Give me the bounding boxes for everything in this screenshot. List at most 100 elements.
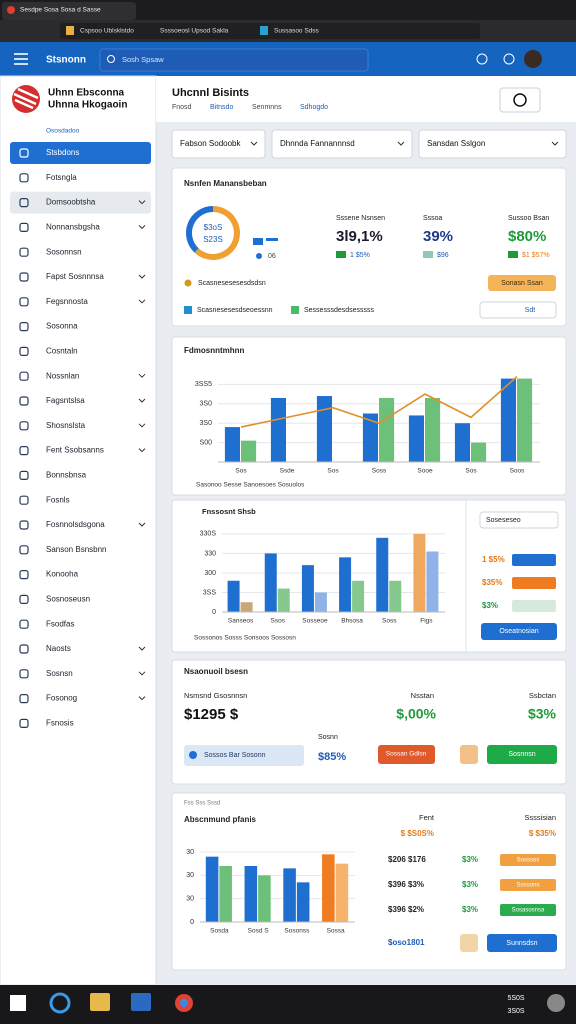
y-tick-label: S00 [200, 439, 213, 446]
y-tick-label: 30 [186, 896, 194, 903]
nav-active[interactable] [10, 142, 151, 164]
tab-title: Sussasoo Sdss [274, 28, 320, 35]
start-button[interactable] [10, 995, 26, 1011]
favicon [7, 6, 15, 14]
task-icon[interactable] [49, 992, 71, 1014]
icon-tile[interactable] [460, 934, 478, 952]
task-icon[interactable] [90, 993, 110, 1011]
bar [425, 397, 441, 462]
danger-button[interactable] [378, 745, 435, 764]
panel-title: Nsnfen Manansbeban [184, 179, 267, 188]
info-chip[interactable] [184, 745, 304, 766]
filter-dropdown[interactable] [271, 129, 413, 159]
help-icon[interactable] [503, 53, 515, 65]
x-tick-label: Sosda [210, 928, 229, 935]
status-badge [500, 904, 556, 916]
primary-button[interactable] [487, 934, 557, 952]
chevron [138, 448, 146, 453]
y-tick-label: 300 [204, 570, 216, 577]
bar [389, 580, 402, 612]
nav-icon [19, 272, 29, 282]
stat-sub: 1 $5% [350, 252, 370, 259]
bar [500, 378, 516, 462]
nav-item: Fosnnolsdsgona [46, 520, 105, 529]
y-tick-label: 0 [212, 609, 216, 616]
nav-icon [19, 371, 29, 381]
bar [362, 413, 378, 462]
panel [171, 167, 567, 327]
stat-value: 3l9,1% [336, 228, 383, 245]
tab[interactable] [2, 2, 136, 20]
action-button[interactable] [488, 275, 556, 291]
side-bar [512, 600, 556, 612]
nav-icon [19, 396, 29, 406]
y-tick-label: 0 [190, 919, 194, 926]
row-value: $3% [462, 880, 478, 889]
search-box[interactable] [99, 48, 369, 72]
menu-icon[interactable] [14, 53, 28, 65]
nav-icon [19, 322, 29, 332]
bar [454, 423, 470, 462]
sidebar [0, 75, 157, 986]
panel-title: Fdmosnntmhnn [184, 346, 245, 355]
filter-label: Dhnnda Fannannnsd [280, 139, 355, 148]
legend-label: Scasnesesesesdsdsn [198, 280, 266, 287]
search-icon [107, 55, 115, 63]
panel-header: Fss Sss Sssd [184, 801, 220, 807]
nav-item: Nonnansbgsha [46, 223, 100, 232]
notif-icon[interactable] [476, 53, 488, 65]
page-title: Uhcnnl Bisints [172, 87, 249, 99]
success-button[interactable] [487, 745, 557, 764]
y-tick-label: 330S [200, 531, 217, 538]
panel [171, 792, 567, 971]
small-label: 06 [268, 253, 276, 260]
stat-swatch [423, 251, 433, 258]
action-button[interactable] [479, 301, 557, 319]
user-icon[interactable] [547, 994, 565, 1012]
bar [471, 442, 487, 462]
tab-icon [260, 26, 268, 35]
filter-dropdown[interactable] [418, 129, 567, 159]
legend-label: Sossonos Sosss Sonsoos Sossosn [194, 635, 296, 642]
stat-sub: $1 $57% [522, 252, 550, 259]
taskbar [0, 985, 576, 1024]
nav-icon [19, 693, 29, 704]
logo-stripes [13, 87, 39, 110]
x-tick-label: Sosd S [248, 928, 270, 935]
filter-label: Sansdan Sslgon [427, 139, 485, 148]
col-value: $ $S0S% [401, 829, 434, 838]
tab-title: Sesdpe Sosa Sosa d Sasse [20, 7, 101, 14]
kpi-value: $,00% [396, 706, 436, 722]
row-value: $396 $3% [388, 880, 424, 889]
row-value: $396 $2% [388, 905, 424, 914]
x-tick-label: Ssde [280, 468, 295, 475]
x-tick-label: Sos [465, 468, 477, 475]
bar [379, 397, 395, 462]
button-label: Sosnnsn [508, 751, 535, 758]
bar [408, 415, 424, 462]
bar [264, 553, 277, 612]
primary-button[interactable] [481, 623, 557, 640]
toggle-button[interactable] [499, 87, 541, 113]
status-badge [500, 879, 556, 891]
nav-icon [19, 644, 29, 654]
donut-label: S23S [203, 235, 223, 244]
badge-label: Sosssos [517, 858, 540, 864]
x-tick-label: Sos [235, 468, 247, 475]
row-value: $206 $176 [388, 855, 426, 864]
tab-title: Ssssoeosl Upsod Sakla [160, 28, 229, 35]
bar [277, 588, 290, 612]
nav-icon [19, 247, 29, 257]
bar [244, 866, 258, 922]
nav-hover[interactable] [10, 191, 151, 214]
task-icon[interactable] [131, 993, 151, 1011]
x-tick-label: Soss [382, 618, 397, 625]
avatar[interactable] [524, 50, 542, 68]
x-tick-label: Ssos [271, 618, 286, 625]
panel [171, 499, 567, 653]
filter-dropdown[interactable] [171, 129, 266, 159]
nav-item: Sosonna [46, 322, 78, 331]
y-tick-label: 3S0 [200, 420, 213, 427]
url-field[interactable] [60, 23, 480, 39]
icon-tile[interactable] [460, 745, 478, 764]
